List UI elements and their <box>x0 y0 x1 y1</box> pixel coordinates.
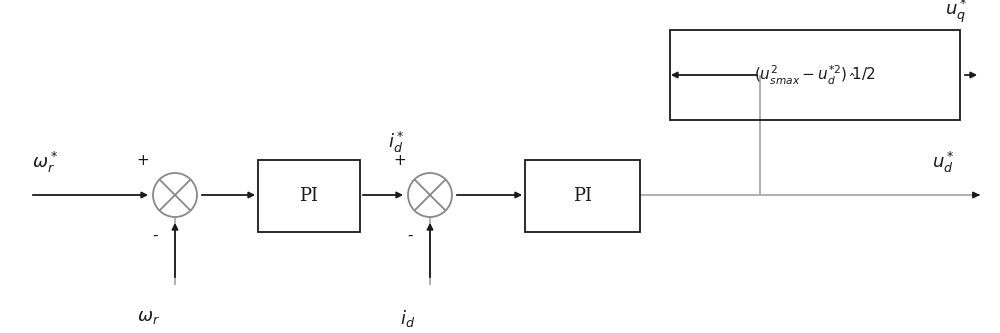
Bar <box>670 30 960 120</box>
Text: $u_d^*$: $u_d^*$ <box>932 150 955 175</box>
Text: $\omega_r^*$: $\omega_r^*$ <box>32 150 58 175</box>
Text: $i_d^*$: $i_d^*$ <box>388 130 405 155</box>
Text: +: + <box>394 153 406 168</box>
Text: $i_d$: $i_d$ <box>400 308 416 329</box>
Text: -: - <box>407 228 413 243</box>
Text: +: + <box>137 153 149 168</box>
Text: PI: PI <box>300 187 318 205</box>
Text: $( u_{smax}^2 - u_d^{*2} )\ \hat{}1/2$: $( u_{smax}^2 - u_d^{*2} )\ \hat{}1/2$ <box>754 63 876 87</box>
Text: $\omega_r$: $\omega_r$ <box>137 308 159 326</box>
Bar <box>258 160 360 232</box>
Bar <box>525 160 640 232</box>
Text: PI: PI <box>573 187 592 205</box>
Text: -: - <box>152 228 158 243</box>
Text: $u_q^*$: $u_q^*$ <box>945 0 968 25</box>
